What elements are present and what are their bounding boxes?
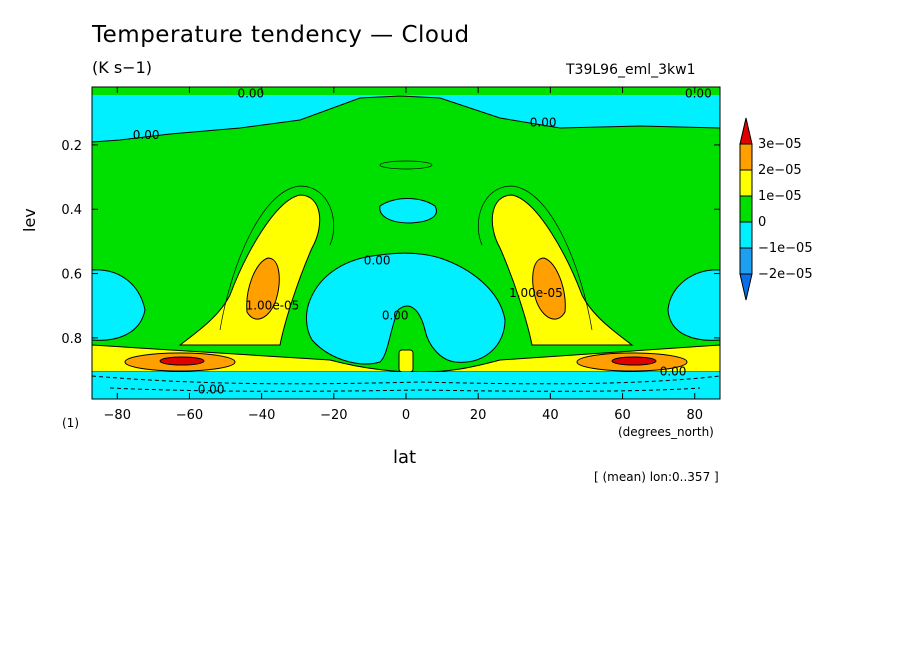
fill-right-core — [532, 257, 566, 320]
colorbar-swatch — [739, 195, 753, 223]
fill-top-negative — [92, 87, 720, 143]
colorbar-label: 1e−05 — [758, 189, 802, 204]
contour-dashed-2 — [109, 387, 701, 392]
y-tick-label: 0.8 — [61, 332, 82, 347]
x-axis-unit: (degrees_north) — [618, 425, 714, 439]
x-axis-ticks: −80 −60 −40 −20 0 20 40 60 80 — [104, 87, 703, 423]
colorbar-label: −2e−05 — [758, 267, 813, 282]
contour-label: 0.00 — [237, 86, 264, 100]
fill-bottom-positive — [92, 344, 720, 373]
colorbar-label: −1e−05 — [758, 241, 813, 256]
colorbar: 3e−05 2e−05 1e−05 0 −1e−05 −2e−05 — [739, 117, 813, 301]
fill-right-positive — [491, 194, 634, 346]
colorbar-swatch — [739, 143, 753, 171]
x-tick-label: −60 — [176, 408, 203, 423]
fill-equator-positive — [398, 349, 414, 373]
contour-label: 0.00 — [133, 128, 160, 142]
fill-center-negative — [306, 252, 506, 365]
colorbar-swatch — [739, 273, 753, 301]
x-axis-label: lat — [393, 447, 417, 468]
chart-units: (K s−1) — [92, 58, 152, 77]
y-axis-unit: (1) — [62, 416, 79, 430]
contour-thin-top-blob — [379, 160, 433, 170]
colorbar-label: 2e−05 — [758, 163, 802, 178]
footnote: [ (mean) lon:0..357 ] — [594, 470, 719, 484]
fill-left-core — [246, 257, 280, 320]
x-tick-label: 80 — [686, 408, 703, 423]
fill-upper-blob — [379, 198, 437, 224]
colorbar-swatch — [739, 247, 753, 275]
colorbar-swatch — [739, 221, 753, 249]
x-tick-label: −40 — [248, 408, 275, 423]
contour-label: 0.00 — [660, 365, 687, 379]
fill-left-positive — [178, 194, 321, 346]
contour-label: 1.00e-05 — [509, 286, 563, 300]
x-tick-label: 40 — [542, 408, 559, 423]
contour-fills — [92, 87, 720, 399]
contour-dashed-1 — [92, 375, 720, 385]
fill-bottom-negative — [92, 372, 720, 399]
colorbar-label: 0 — [758, 215, 766, 230]
contour-label: 0.00 — [198, 382, 225, 396]
y-tick-label: 0.6 — [61, 268, 82, 283]
fill-right-negative — [667, 269, 720, 341]
fill-bottom-right-max — [611, 356, 657, 366]
y-axis-ticks: 0.2 0.4 0.6 0.8 — [61, 139, 720, 347]
contour-label: 0.00 — [364, 254, 391, 268]
x-tick-label: 60 — [614, 408, 631, 423]
y-tick-label: 0.2 — [61, 139, 82, 154]
contour-label: 0.00 — [685, 86, 712, 100]
chart-title: Temperature tendency — Cloud — [92, 22, 470, 48]
fill-left-negative — [92, 269, 146, 341]
contour-label: 0.00 — [382, 308, 409, 322]
colorbar-swatch — [739, 117, 753, 145]
fill-base-green — [92, 87, 720, 399]
colorbar-swatch — [739, 169, 753, 197]
x-tick-label: −20 — [320, 408, 347, 423]
y-tick-label: 0.4 — [61, 203, 82, 218]
colorbar-label: 3e−05 — [758, 137, 802, 152]
contour-labels: 0.00 0.00 0.00 0.00 0.00 0.00 1.00e-05 1.00e-05… — [133, 86, 712, 396]
x-tick-label: −80 — [104, 408, 131, 423]
x-tick-label: 0 — [402, 408, 410, 423]
x-tick-label: 20 — [470, 408, 487, 423]
contour-label: 1.00e-05 — [246, 299, 300, 313]
run-label: T39L96_eml_3kw1 — [566, 62, 696, 78]
contour-label: 0.00 — [530, 115, 557, 129]
contour-thin-right — [478, 185, 593, 331]
contour-thin-left — [219, 185, 334, 331]
fill-bottom-left-max — [159, 356, 205, 366]
